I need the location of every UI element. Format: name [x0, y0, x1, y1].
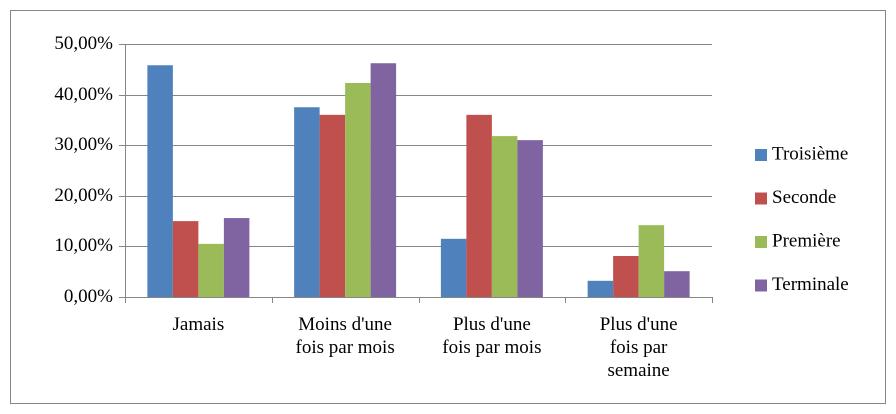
bar — [466, 114, 492, 297]
y-tick-label: 20,00% — [54, 185, 113, 206]
legend-label: Première — [772, 230, 841, 251]
bar — [587, 280, 614, 297]
y-tick-label: 40,00% — [54, 84, 113, 105]
bar — [517, 140, 543, 297]
x-tick-label: Jamais — [172, 314, 225, 335]
legend-swatch — [755, 149, 767, 161]
bar — [345, 82, 371, 297]
bar — [491, 136, 518, 297]
legend-swatch — [755, 192, 767, 205]
y-tick-label: 30,00% — [54, 134, 113, 155]
legend-swatch — [755, 236, 767, 248]
legend-swatch — [755, 279, 767, 292]
chart-border — [10, 10, 886, 404]
y-tick-label: 0,00% — [64, 286, 113, 307]
bar — [172, 221, 199, 297]
bar — [147, 65, 173, 297]
bar — [440, 238, 467, 297]
legend-label: Terminale — [772, 274, 849, 295]
bar — [370, 63, 397, 298]
y-tick-label: 10,00% — [54, 235, 113, 256]
bar — [319, 114, 346, 297]
bar — [613, 256, 639, 297]
x-tick-label: Moins d'une fois par mois — [295, 314, 395, 358]
x-tick-label: Plus d'une fois par semaine — [599, 314, 678, 381]
bar — [664, 271, 690, 297]
x-tick-label: Plus d'une fois par mois — [442, 314, 542, 358]
legend-label: Troisième — [772, 143, 848, 164]
bar — [223, 218, 250, 297]
legend-label: Seconde — [772, 187, 836, 208]
bar — [294, 107, 320, 297]
bar — [638, 225, 665, 297]
y-tick-label: 50,00% — [54, 33, 113, 54]
bar — [198, 243, 224, 297]
